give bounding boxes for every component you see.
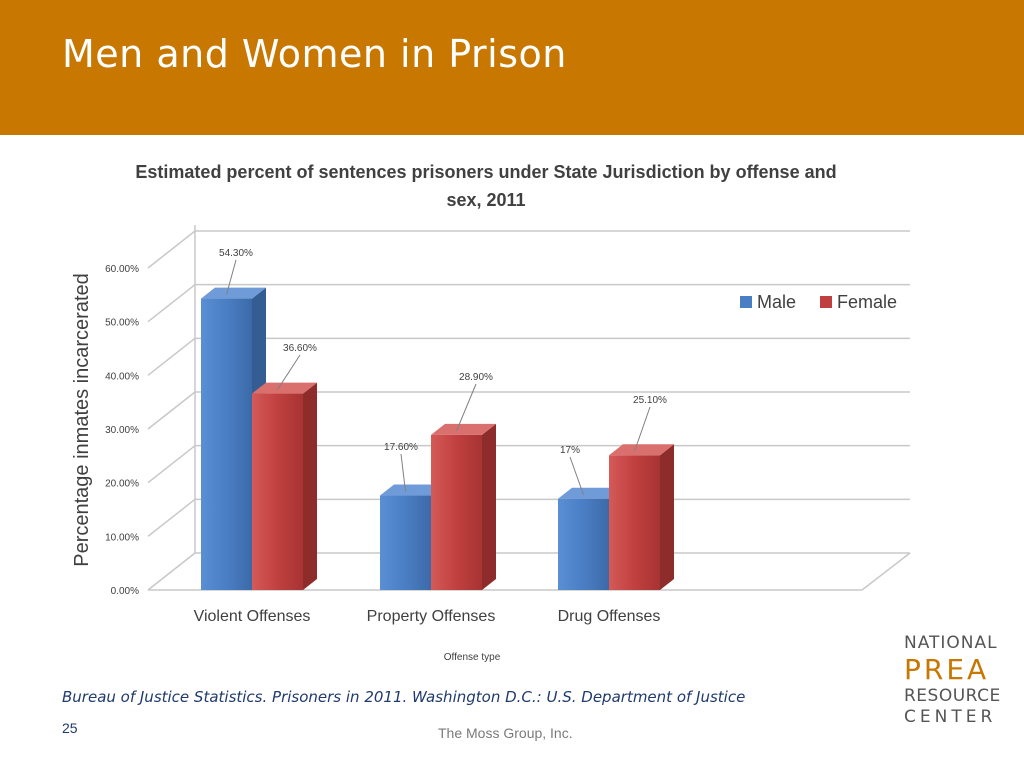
gridline-side	[147, 498, 196, 537]
x-tick-label: Violent Offenses	[194, 608, 311, 625]
x-tick-label: Drug Offenses	[558, 608, 661, 625]
data-label: 25.10%	[633, 395, 667, 406]
logo-line-resource: RESOURCE	[904, 686, 1001, 706]
bar-top-female	[252, 382, 317, 394]
y-tick-label: 10.00%	[105, 532, 139, 543]
data-label: 17.60%	[384, 442, 418, 453]
logo-line-prea: PREA	[904, 653, 990, 686]
bar-top-male	[380, 484, 445, 496]
bar-side-female	[482, 423, 496, 590]
data-label: 36.60%	[283, 343, 317, 354]
data-label: 28.90%	[459, 372, 493, 383]
bar-male	[558, 498, 609, 590]
y-tick-label: 40.00%	[105, 371, 139, 382]
bar-female	[431, 434, 482, 590]
data-label-leader	[277, 354, 301, 390]
y-tick-label: 20.00%	[105, 479, 139, 490]
logo-line-center: CENTER	[904, 707, 997, 727]
data-label-leader	[569, 456, 584, 495]
bar-male	[380, 495, 431, 590]
source-citation: Bureau of Justice Statistics. Prisoners …	[62, 688, 746, 706]
slide-title: Men and Women in Prison	[62, 32, 567, 76]
x-tick-label: Property Offenses	[367, 608, 496, 625]
bar-top-male	[201, 287, 266, 299]
bar-female	[252, 393, 303, 590]
legend-swatch-male	[740, 296, 752, 308]
bar-male	[201, 298, 252, 590]
gridline-side	[147, 337, 196, 376]
y-axis-title: Percentage inmates incarcerated	[71, 273, 93, 567]
bar-side-female	[660, 444, 674, 590]
gridline-side	[147, 230, 196, 269]
data-label-leader	[400, 453, 406, 492]
data-label: 17%	[560, 445, 580, 456]
bar-female	[609, 455, 660, 590]
logo-line-national: NATIONAL	[904, 633, 998, 653]
bar-top-male	[558, 487, 623, 499]
y-tick-label: 0.00%	[111, 586, 139, 597]
x-axis-title: Offense type	[444, 652, 501, 663]
prea-logo: NATIONAL PREA RESOURCE CENTER	[904, 635, 1014, 726]
legend-label-male: Male	[757, 292, 796, 312]
legend-swatch-female	[820, 296, 832, 308]
y-tick-label: 60.00%	[105, 264, 139, 275]
chart-title: Estimated percent of sentences prisoners…	[135, 162, 837, 210]
y-tick-label: 50.00%	[105, 318, 139, 329]
bar-top-female	[609, 444, 674, 456]
floor-right-edge	[861, 552, 911, 591]
footer-text: The Moss Group, Inc.	[438, 725, 573, 741]
bar-chart: 0.00% 10.00% 20.00% 30.00% 40.00% 50.00% 60.00…	[71, 225, 911, 663]
data-label-leader	[226, 259, 237, 295]
gridline-side	[147, 391, 196, 430]
page-number: 25	[62, 720, 78, 736]
gridline-side	[147, 445, 196, 484]
data-label-leader	[634, 406, 651, 452]
title-banner	[0, 0, 1024, 135]
legend-label-female: Female	[837, 292, 897, 312]
gridline-side	[147, 552, 196, 591]
bar-top-female	[431, 423, 496, 435]
bar-side-female	[303, 382, 317, 590]
data-label-leader	[456, 383, 477, 432]
data-label: 54.30%	[219, 248, 253, 259]
gridline-side	[147, 284, 196, 323]
y-tick-label: 30.00%	[105, 425, 139, 436]
